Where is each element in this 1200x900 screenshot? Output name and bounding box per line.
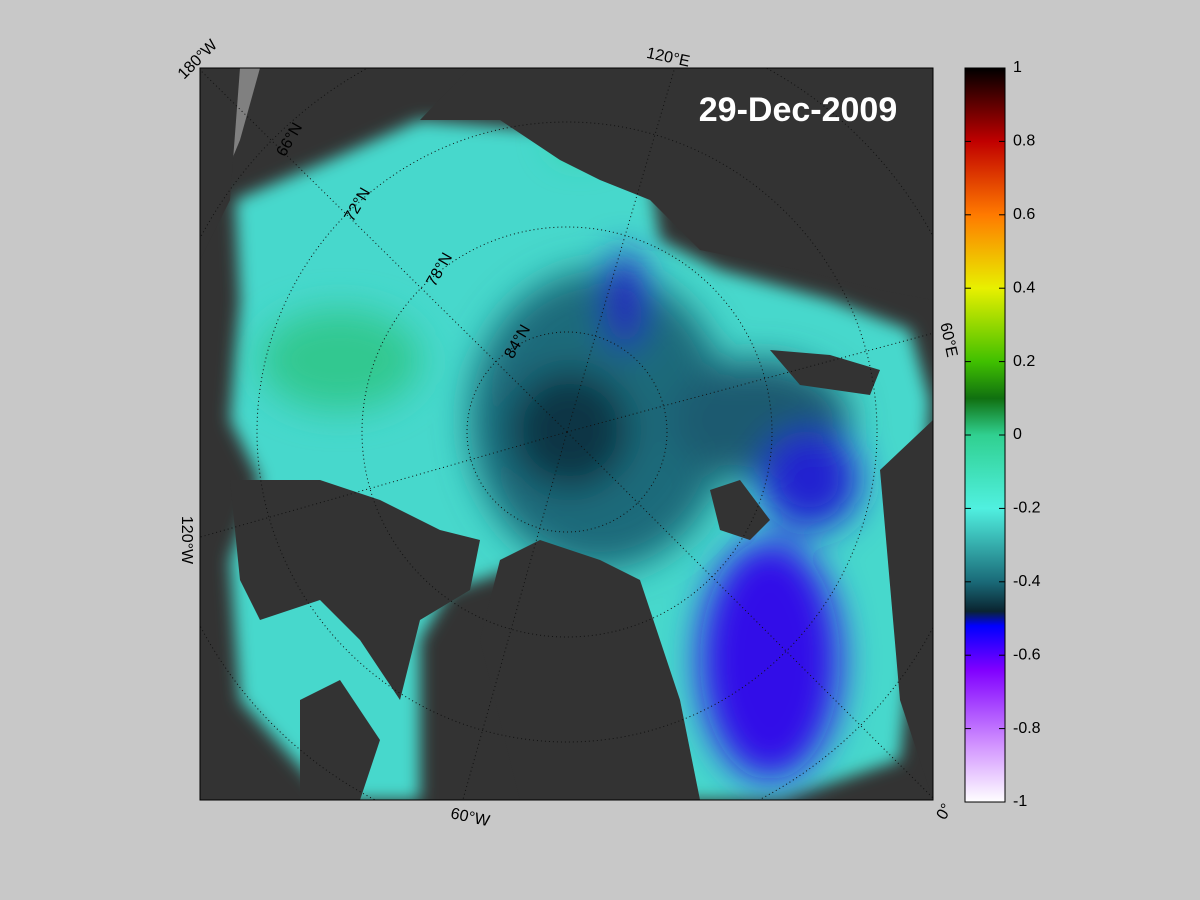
date-label: 29-Dec-2009 (699, 91, 897, 129)
lon-label: 60°W (449, 805, 492, 830)
land-masses (200, 68, 933, 800)
colorbar-tick-label: 0.8 (1013, 133, 1035, 150)
colorbar-tick-label: 1 (1013, 59, 1022, 76)
colorbar-tick-label: 0.2 (1013, 353, 1035, 370)
graticule (200, 68, 933, 800)
lon-label: 0° (934, 801, 956, 823)
colorbar (964, 67, 1006, 803)
colorbar-ticks: -1 -0.8 -0.6 -0.4 -0.2 0 0.2 0.4 0.6 0.8 1 (965, 59, 1041, 810)
colorbar-tick-label: 0.6 (1013, 206, 1035, 223)
lon-label: 120°E (645, 45, 691, 71)
lon-label: 60°E (936, 321, 960, 359)
colorbar-tick-label: -0.8 (1013, 720, 1041, 737)
colorbar-tick-label: 0 (1013, 426, 1022, 443)
map-frame (199, 67, 934, 801)
ocean-shading (260, 105, 860, 780)
colorbar-tick-label: -0.4 (1013, 573, 1041, 590)
lon-label: 120°W (178, 516, 195, 565)
colorbar-tick-label: 0.4 (1013, 279, 1035, 296)
colorbar-tick-label: -0.2 (1013, 500, 1041, 517)
colorbar-tick-label: -1 (1013, 793, 1027, 810)
colorbar-tick-label: -0.6 (1013, 646, 1041, 663)
map-area (200, 68, 933, 800)
